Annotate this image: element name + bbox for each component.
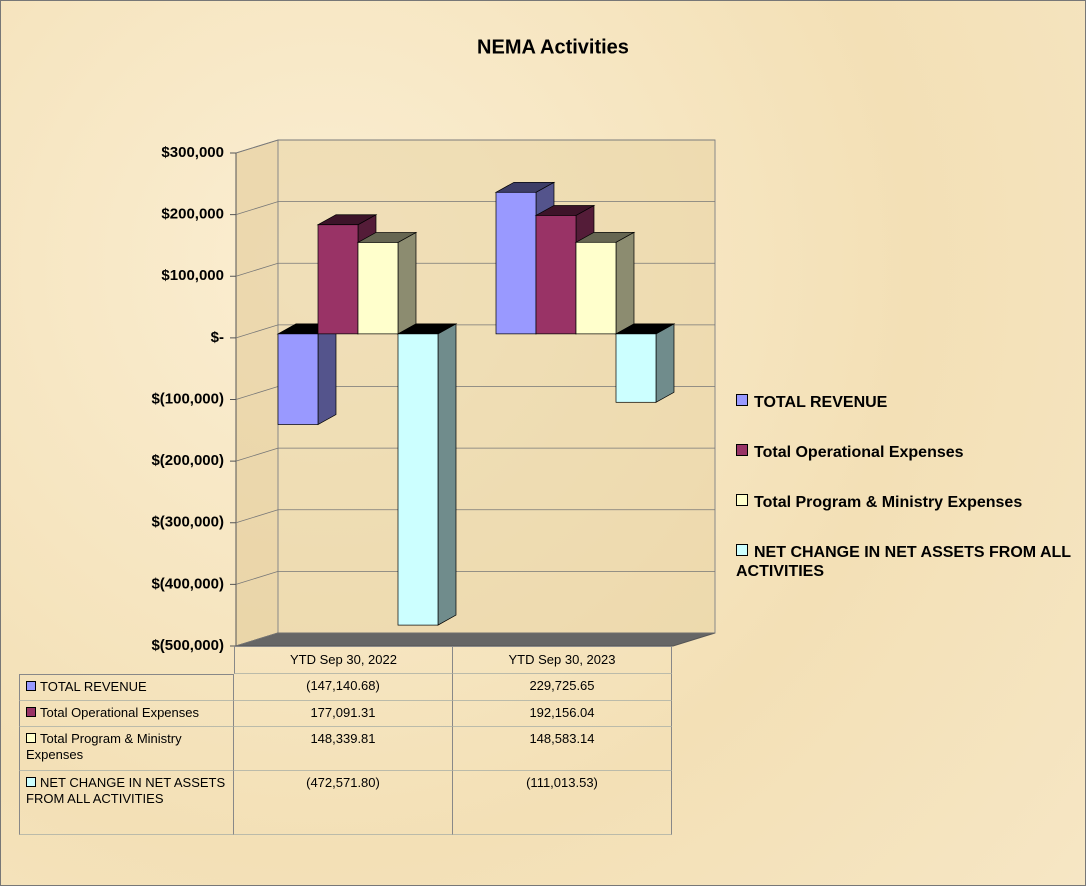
- legend-swatch: [736, 444, 748, 456]
- bar-side-shade: [656, 323, 674, 403]
- y-tick-label: $(100,000): [151, 390, 224, 407]
- table-cell: 148,583.14: [453, 727, 672, 771]
- bar: [277, 333, 319, 425]
- grid-line: [235, 570, 715, 585]
- grid-line: [235, 139, 715, 154]
- y-tick-label: $(500,000): [151, 637, 224, 654]
- y-tick-label: $(300,000): [151, 514, 224, 531]
- bar-top-shade: [318, 214, 376, 225]
- bar-top-shade: [358, 232, 416, 243]
- table-cell: 229,725.65: [453, 674, 672, 701]
- table-cell: (472,571.80): [234, 771, 453, 835]
- legend-label: Total Operational Expenses: [754, 444, 964, 461]
- bar-top-shade: [576, 232, 634, 243]
- table-label: Total Operational Expenses: [40, 705, 199, 720]
- table-label: TOTAL REVENUE: [40, 679, 147, 694]
- table-row-label: NET CHANGE IN NET ASSETS FROM ALL ACTIVI…: [19, 771, 234, 835]
- table-swatch: [26, 777, 36, 787]
- bar: [317, 224, 359, 335]
- bar: [575, 241, 617, 335]
- table-cell: 148,339.81: [234, 727, 453, 771]
- grid-line: [235, 632, 715, 647]
- table-cell: (147,140.68): [234, 674, 453, 701]
- bar-side-shade: [438, 323, 456, 626]
- legend-swatch: [736, 494, 748, 506]
- y-tick-label: $(400,000): [151, 575, 224, 592]
- bar: [535, 215, 577, 335]
- table-cell: 192,156.04: [453, 701, 672, 727]
- bar: [495, 191, 537, 335]
- legend-swatch: [736, 394, 748, 406]
- table-row-label: Total Program & Ministry Expenses: [19, 727, 234, 771]
- y-tick-label: $-: [211, 329, 224, 346]
- floor: [235, 632, 716, 647]
- bar: [615, 333, 657, 403]
- y-tick-label: $300,000: [161, 144, 224, 161]
- bar: [357, 242, 399, 335]
- legend-label: TOTAL REVENUE: [754, 394, 888, 411]
- y-tick-label: $(200,000): [151, 452, 224, 469]
- legend-item: TOTAL REVENUE: [736, 393, 1076, 412]
- table-row-label: Total Operational Expenses: [19, 701, 234, 727]
- bar-top-shade: [616, 323, 674, 334]
- bar-side-shade: [616, 232, 634, 334]
- bar-top-shade: [496, 182, 554, 193]
- legend-item: Total Program & Ministry Expenses: [736, 493, 1076, 512]
- chart-title: NEMA Activities: [477, 36, 629, 58]
- legend-swatch: [736, 544, 748, 556]
- grid-line: [235, 201, 715, 216]
- bar-side-shade: [398, 232, 416, 334]
- legend-item: NET CHANGE IN NET ASSETS FROM ALL ACTIVI…: [736, 543, 1076, 581]
- table-swatch: [26, 733, 36, 743]
- y-tick-label: $200,000: [161, 206, 224, 223]
- bar-side-shade: [318, 323, 336, 425]
- legend-label: Total Program & Ministry Expenses: [754, 494, 1023, 511]
- legend-item: Total Operational Expenses: [736, 443, 1076, 462]
- table-swatch: [26, 707, 36, 717]
- table-header: YTD Sep 30, 2023: [453, 646, 672, 674]
- table-label: Total Program & Ministry Expenses: [26, 731, 182, 762]
- grid-line: [235, 447, 715, 462]
- table-label: NET CHANGE IN NET ASSETS FROM ALL ACTIVI…: [26, 775, 226, 806]
- bar: [397, 333, 439, 626]
- table-swatch: [26, 681, 36, 691]
- grid-line: [235, 509, 715, 524]
- table-cell: (111,013.53): [453, 771, 672, 835]
- table-header: YTD Sep 30, 2022: [234, 646, 453, 674]
- legend-label: NET CHANGE IN NET ASSETS FROM ALL ACTIVI…: [736, 544, 1071, 580]
- table-row-label: TOTAL REVENUE: [19, 674, 234, 701]
- bar-top-shade: [536, 205, 594, 216]
- y-tick-label: $100,000: [161, 267, 224, 284]
- table-cell: 177,091.31: [234, 701, 453, 727]
- bar-top-shade: [398, 323, 456, 334]
